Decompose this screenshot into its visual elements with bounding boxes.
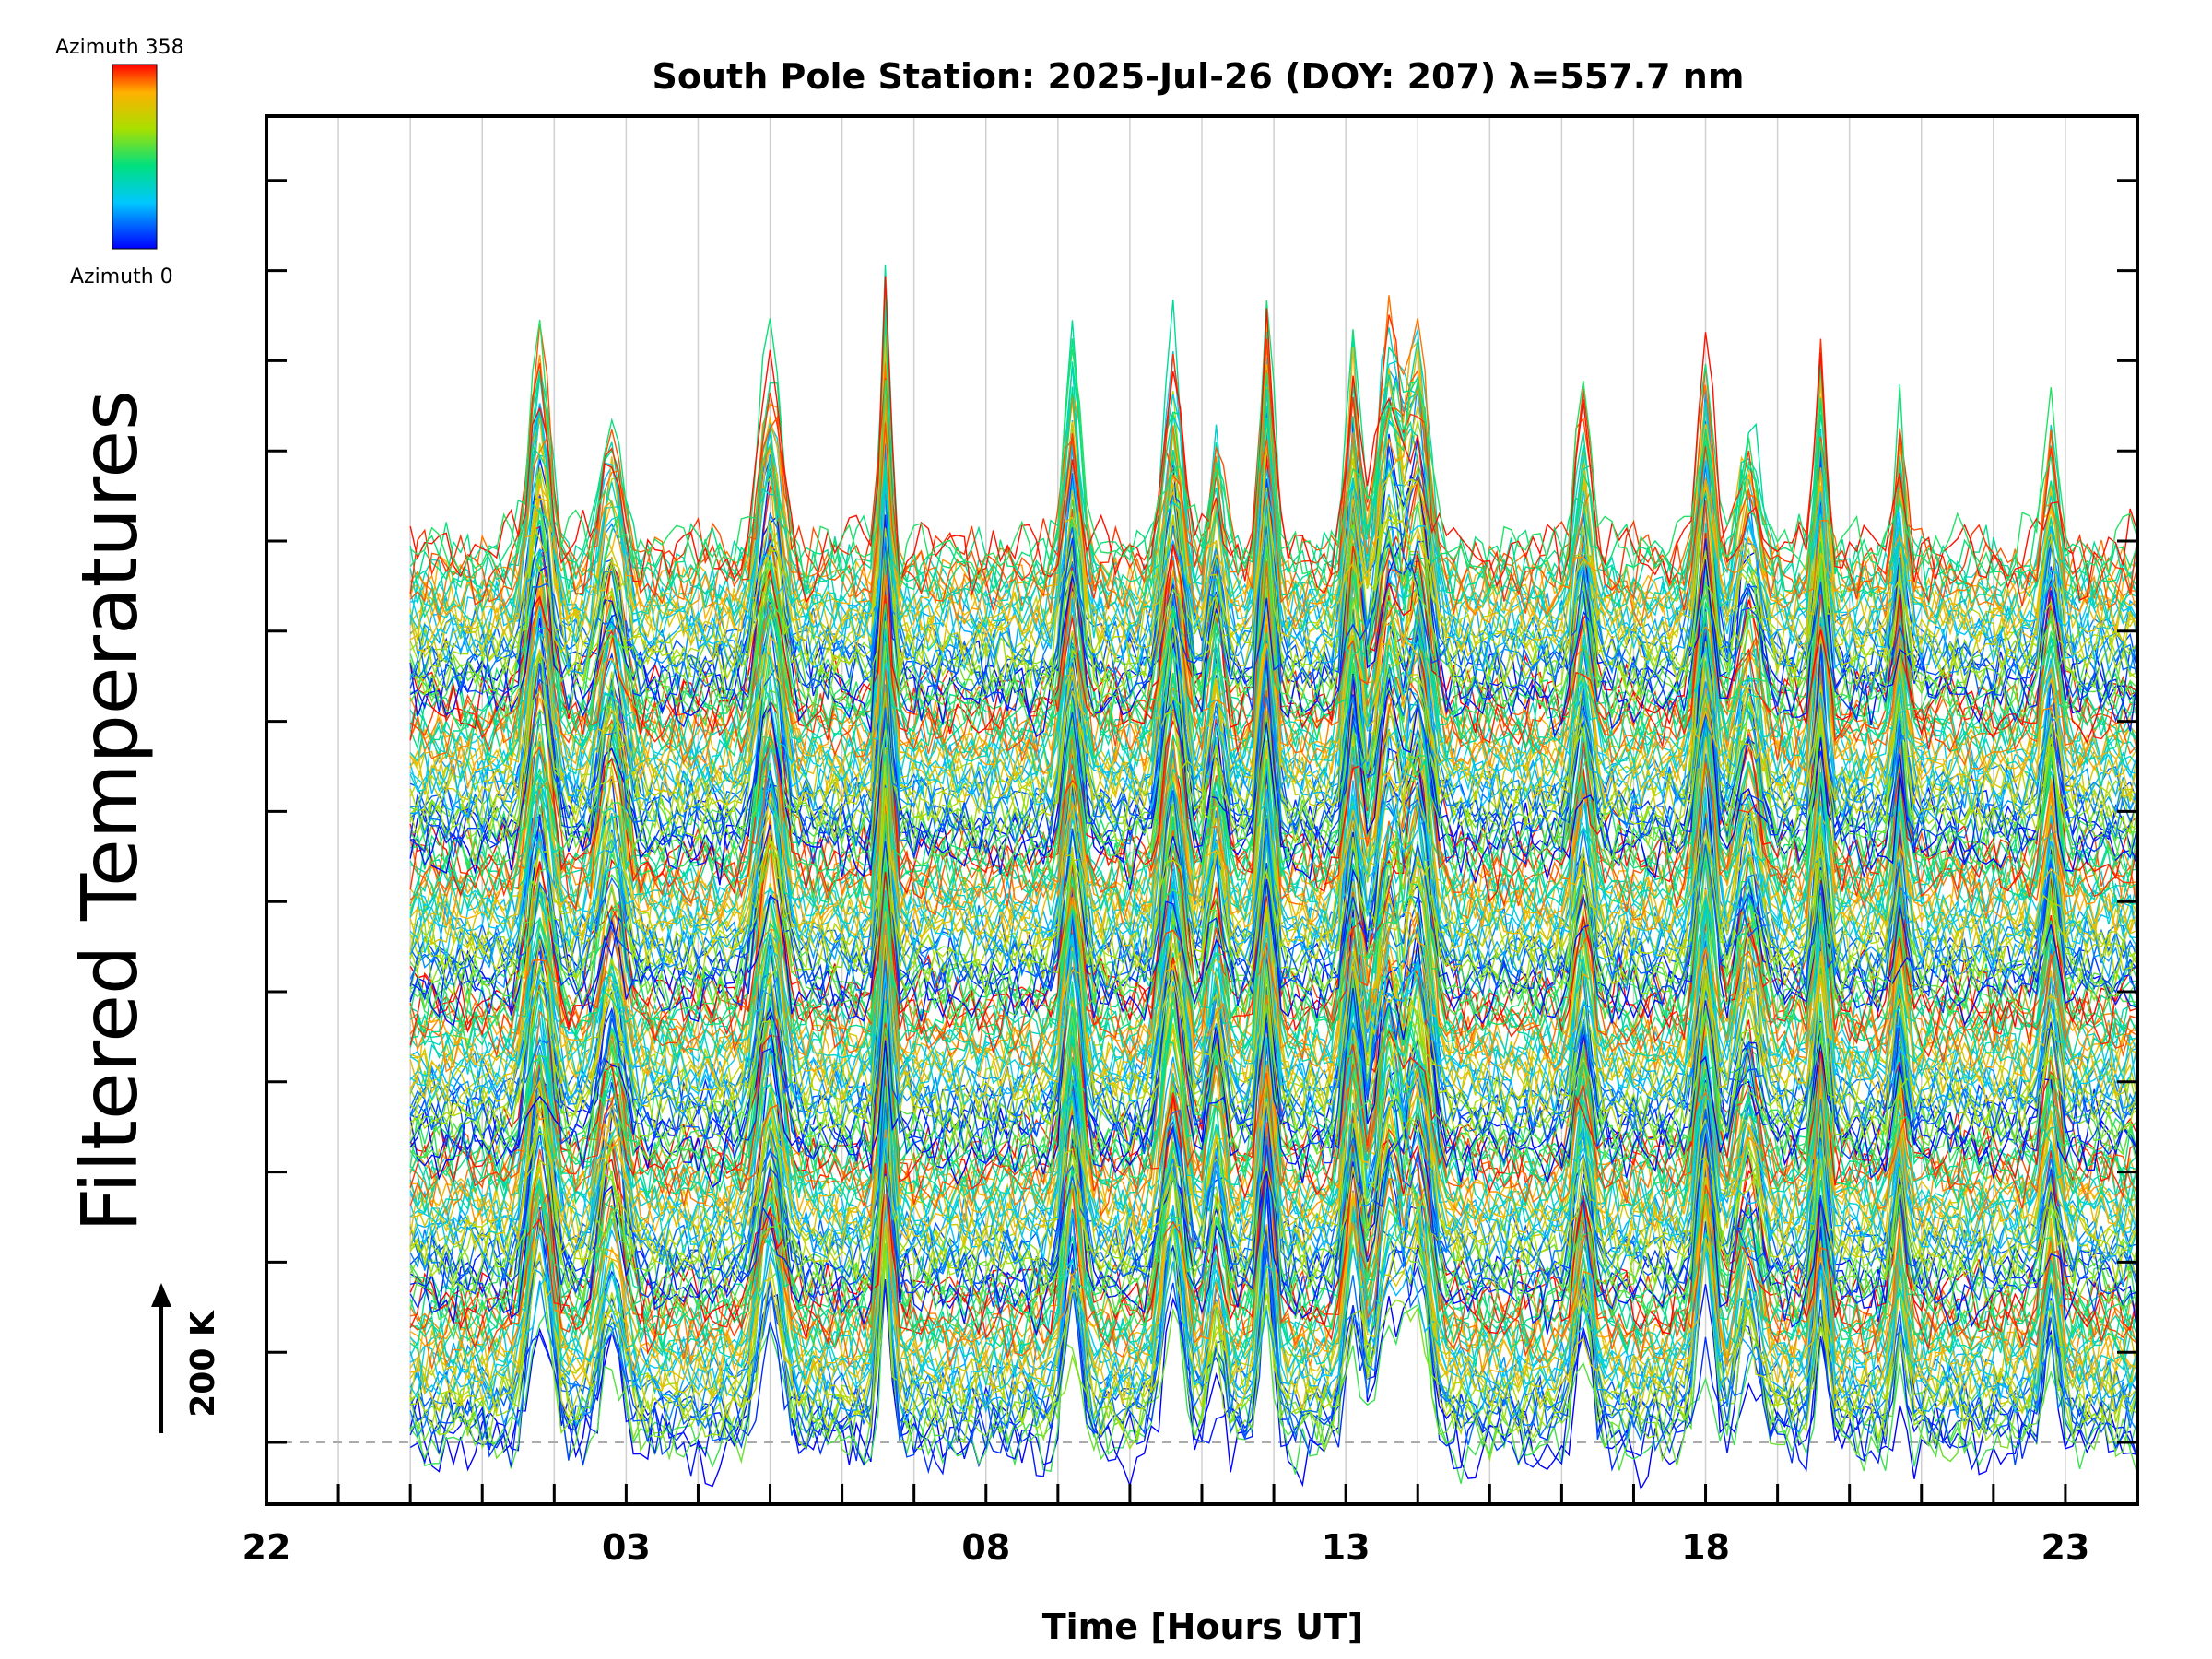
azimuth-trace: [409, 911, 2137, 1188]
azimuth-trace: [409, 816, 2137, 1182]
x-axis-label: Time [Hours UT]: [1042, 1606, 1364, 1647]
azimuth-trace: [409, 339, 2137, 631]
azimuth-trace: [410, 512, 2137, 845]
x-tick-label: 18: [1681, 1527, 1730, 1568]
azimuth-trace: [409, 429, 2137, 726]
x-tick-label: 13: [1322, 1527, 1371, 1568]
azimuth-trace: [409, 1111, 2137, 1441]
azimuth-trace: [409, 1053, 2137, 1359]
x-tick-label: 22: [242, 1527, 291, 1568]
azimuth-trace: [409, 1115, 2137, 1422]
x-tick-label: 03: [602, 1527, 651, 1568]
y-axis-label: Filtered Temperatures: [65, 390, 155, 1232]
x-tick-labels: 22 03 08 13 18 23: [242, 1527, 2090, 1568]
scale-bar-arrowhead: [151, 1283, 171, 1307]
colorbar: [112, 64, 158, 250]
azimuth-trace: [409, 603, 2137, 932]
azimuth-trace: [409, 291, 2137, 605]
azimuth-trace: [409, 1134, 2137, 1427]
azimuth-trace: [409, 1124, 2137, 1475]
azimuth-trace: [409, 854, 2137, 1173]
azimuth-traces: [409, 265, 2137, 1491]
x-tick-label: 23: [2041, 1527, 2089, 1568]
azimuth-trace: [409, 981, 2137, 1271]
colorbar-legend: Azimuth 358 Azimuth 0: [55, 36, 184, 288]
azimuth-trace: [409, 703, 2137, 1014]
azimuth-trace: [410, 382, 2137, 697]
azimuth-trace: [409, 1002, 2137, 1288]
azimuth-trace: [409, 948, 2137, 1259]
azimuth-trace: [409, 300, 2137, 653]
azimuth-trace: [410, 569, 2137, 872]
azimuth-trace: [409, 576, 2137, 914]
azimuth-trace: [409, 319, 2137, 598]
azimuth-trace: [409, 1135, 2137, 1413]
azimuth-trace: [409, 408, 2137, 728]
scale-bar: 200 K: [151, 1283, 222, 1433]
azimuth-trace: [409, 417, 2137, 799]
axis-ticks: [266, 179, 2137, 1504]
azimuth-trace: [409, 276, 2137, 605]
azimuth-trace: [409, 645, 2137, 989]
colorbar-max-label: Azimuth 358: [55, 36, 184, 59]
azimuth-trace: [409, 1163, 2137, 1450]
azimuth-trace: [409, 1114, 2137, 1450]
azimuth-trace: [409, 747, 2137, 1026]
azimuth-trace: [409, 391, 2137, 702]
colorbar-min-label: Azimuth 0: [70, 265, 173, 288]
x-tick-label: 08: [961, 1527, 1010, 1568]
chart-title: South Pole Station: 2025-Jul-26 (DOY: 20…: [653, 56, 1745, 97]
azimuth-trace: [409, 503, 2137, 769]
scale-bar-label: 200 K: [184, 1310, 222, 1418]
azimuth-trace: [409, 1124, 2137, 1404]
azimuth-trace: [409, 892, 2137, 1170]
